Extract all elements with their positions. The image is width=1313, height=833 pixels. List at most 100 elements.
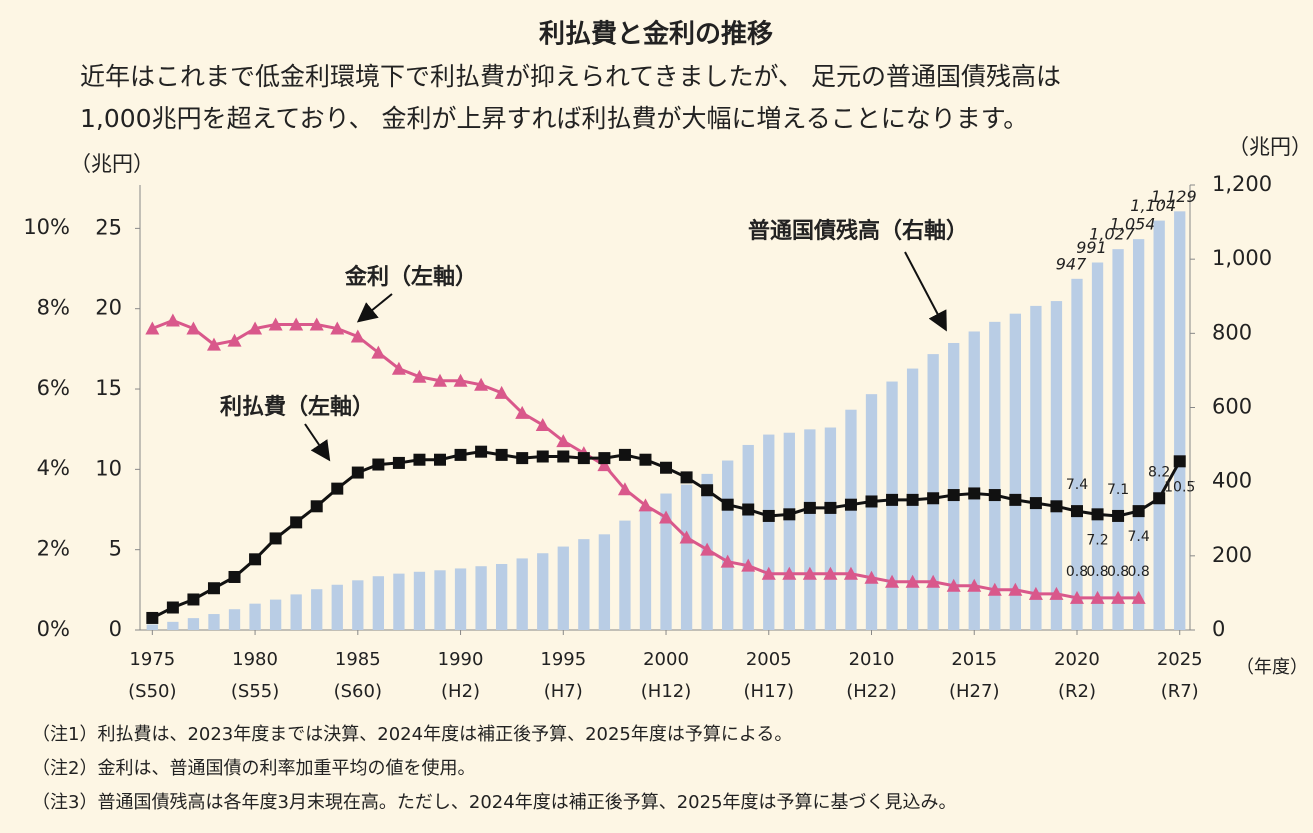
marker [926,574,941,588]
marker [598,452,611,465]
marker [680,471,693,484]
marker [720,554,735,568]
marker [946,578,961,592]
bar [434,570,446,630]
marker [659,510,674,524]
data-label: 7.1 [1107,482,1129,498]
arrow [356,293,393,323]
marker [823,566,838,580]
x-tick-sublabel: (S60) [334,681,382,702]
data-label: 10.5 [1164,479,1195,495]
marker [1111,590,1126,604]
marker [535,417,550,431]
data-label: 1,054 [1110,215,1156,234]
marker [206,337,221,351]
y2-tick-label: 1,000 [1212,246,1272,270]
bar [1009,313,1021,630]
note: （注1）利払費は、2023年度までは決算、2024年度は補正後予算、2025年度… [32,724,792,745]
marker [249,553,262,566]
bar [722,460,734,630]
arrow [904,251,947,332]
marker [495,448,508,461]
bar [1050,301,1063,630]
marker [577,452,590,465]
marker [679,530,694,544]
marker [269,532,282,545]
data-label: 0.8 [1107,564,1129,580]
marker [330,321,345,335]
y3-tick-label: 0% [37,617,70,641]
marker [782,566,797,580]
marker [1132,505,1145,518]
data-label: 1,104 [1130,196,1176,215]
bar [845,409,857,630]
y3-tick-label: 10% [23,215,70,239]
x-tick-sublabel: (H22) [846,681,896,702]
bar [742,444,754,630]
arrow [304,423,331,462]
bar [372,576,385,630]
bar [228,609,241,630]
y-tick-label: 25 [95,215,122,239]
marker [516,452,529,465]
note: （注2）金利は、普通国債の利率加重平均の値を使用。 [32,758,475,779]
bar [269,599,282,630]
marker [1009,493,1022,506]
marker [617,482,632,496]
marker [1070,505,1083,518]
x-tick-sublabel: (S50) [128,681,176,702]
y2-tick-label: 600 [1212,395,1252,419]
bar [763,434,775,630]
marker [824,501,837,514]
marker [475,445,488,458]
data-label: 1,129 [1151,187,1197,206]
bar [393,573,405,630]
marker [905,574,920,588]
bar [1132,239,1145,630]
marker [453,373,468,387]
bar [495,563,508,630]
bar [475,566,487,630]
bar [352,580,364,630]
annotation: 金利（左軸） [344,264,477,290]
y3-tick-label: 8% [37,295,70,319]
x-tick-sublabel: (H7) [544,681,583,702]
bar [578,539,590,630]
marker [494,385,509,399]
x-tick-label: 1975 [129,649,175,670]
bar [989,321,1001,630]
marker [968,487,981,500]
bar [537,553,549,630]
marker [701,484,714,497]
marker [741,558,756,572]
bar [824,427,837,630]
marker [557,450,570,463]
x-tick-sublabel: (H17) [744,681,794,702]
bar [454,568,467,630]
bar [680,484,693,630]
annotation: 利払費（左軸） [220,394,374,420]
bar [413,571,426,630]
marker [906,493,919,506]
marker [392,456,405,469]
bar [249,603,261,630]
marker [864,570,879,584]
bar [948,342,960,630]
marker [331,482,344,495]
bar [1091,262,1104,630]
bar [927,354,939,630]
bar [167,621,179,630]
marker [372,458,385,471]
bar [619,520,631,630]
x-tick-label: 2020 [1054,649,1100,670]
bar [516,558,528,630]
marker [967,578,982,592]
marker [927,492,940,505]
marker [639,453,652,466]
marker [618,448,631,461]
marker [350,329,365,343]
y3-tick-label: 6% [37,376,70,400]
marker [351,466,364,479]
marker [885,574,900,588]
marker [289,317,304,331]
